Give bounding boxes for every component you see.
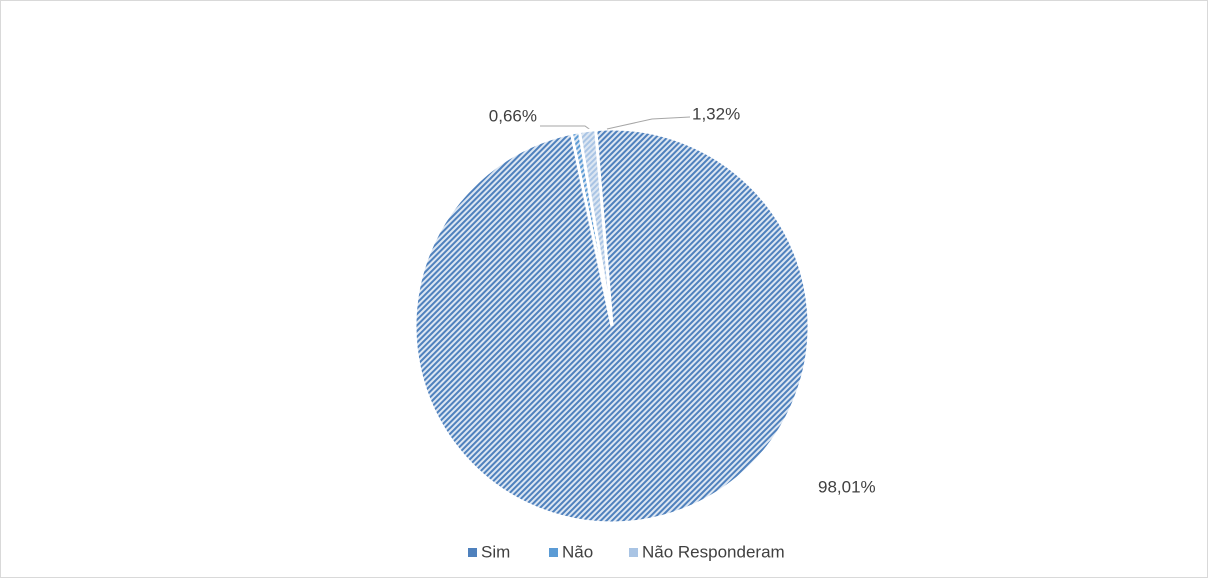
- data-label: 1,32%: [692, 104, 740, 123]
- data-label: 0,66%: [489, 106, 537, 125]
- data-label: 98,01%: [818, 477, 876, 496]
- legend-label: Não: [562, 542, 593, 561]
- pie-slice: [577, 128, 614, 327]
- legend-swatch: [629, 548, 638, 557]
- leader-line: [606, 116, 691, 130]
- pie-slice: [413, 127, 811, 525]
- legend-swatch: [468, 548, 477, 557]
- legend-label: Não Responderam: [642, 542, 785, 561]
- legend-label: Sim: [481, 542, 510, 561]
- legend-swatch: [549, 548, 558, 557]
